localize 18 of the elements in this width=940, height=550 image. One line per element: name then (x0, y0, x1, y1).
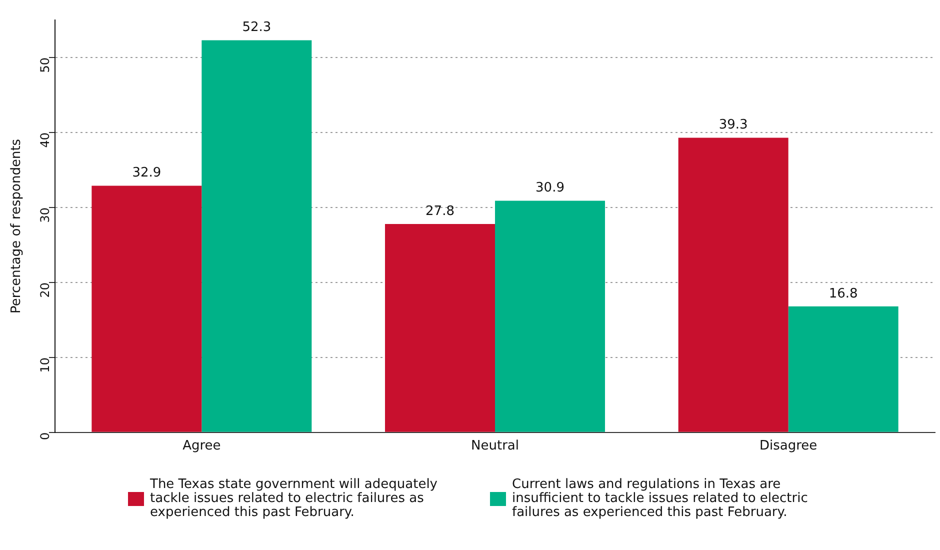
data-label: 27.8 (426, 204, 454, 219)
data-label: 16.8 (828, 286, 858, 302)
data-label: 52.3 (242, 20, 272, 36)
y-tick-label: 30 (38, 207, 52, 223)
data-label: 39.3 (718, 118, 748, 133)
y-tick-label: 40 (38, 132, 52, 148)
y-tick-label: 50 (38, 57, 52, 73)
y-tick-label: 20 (38, 282, 52, 298)
x-tick-label: Agree (182, 438, 221, 454)
y-tick-label: 10 (38, 357, 52, 373)
legend-label: Current laws and regulations in Texas are insufficient to tackle issues related to electric failures as experienced this past February. (512, 477, 809, 520)
data-label: 32.9 (132, 166, 162, 181)
legend-label: The Texas state government will adequately tackle issues related to electric failures as experienced this past February. (150, 477, 438, 520)
y-tick-label: 0 (38, 432, 52, 440)
x-tick-label: Disagree (759, 438, 818, 454)
data-label: 30.9 (536, 180, 564, 196)
x-tick-label: Neutral (471, 438, 519, 454)
y-axis-title: Percentage of respondents (9, 138, 24, 314)
